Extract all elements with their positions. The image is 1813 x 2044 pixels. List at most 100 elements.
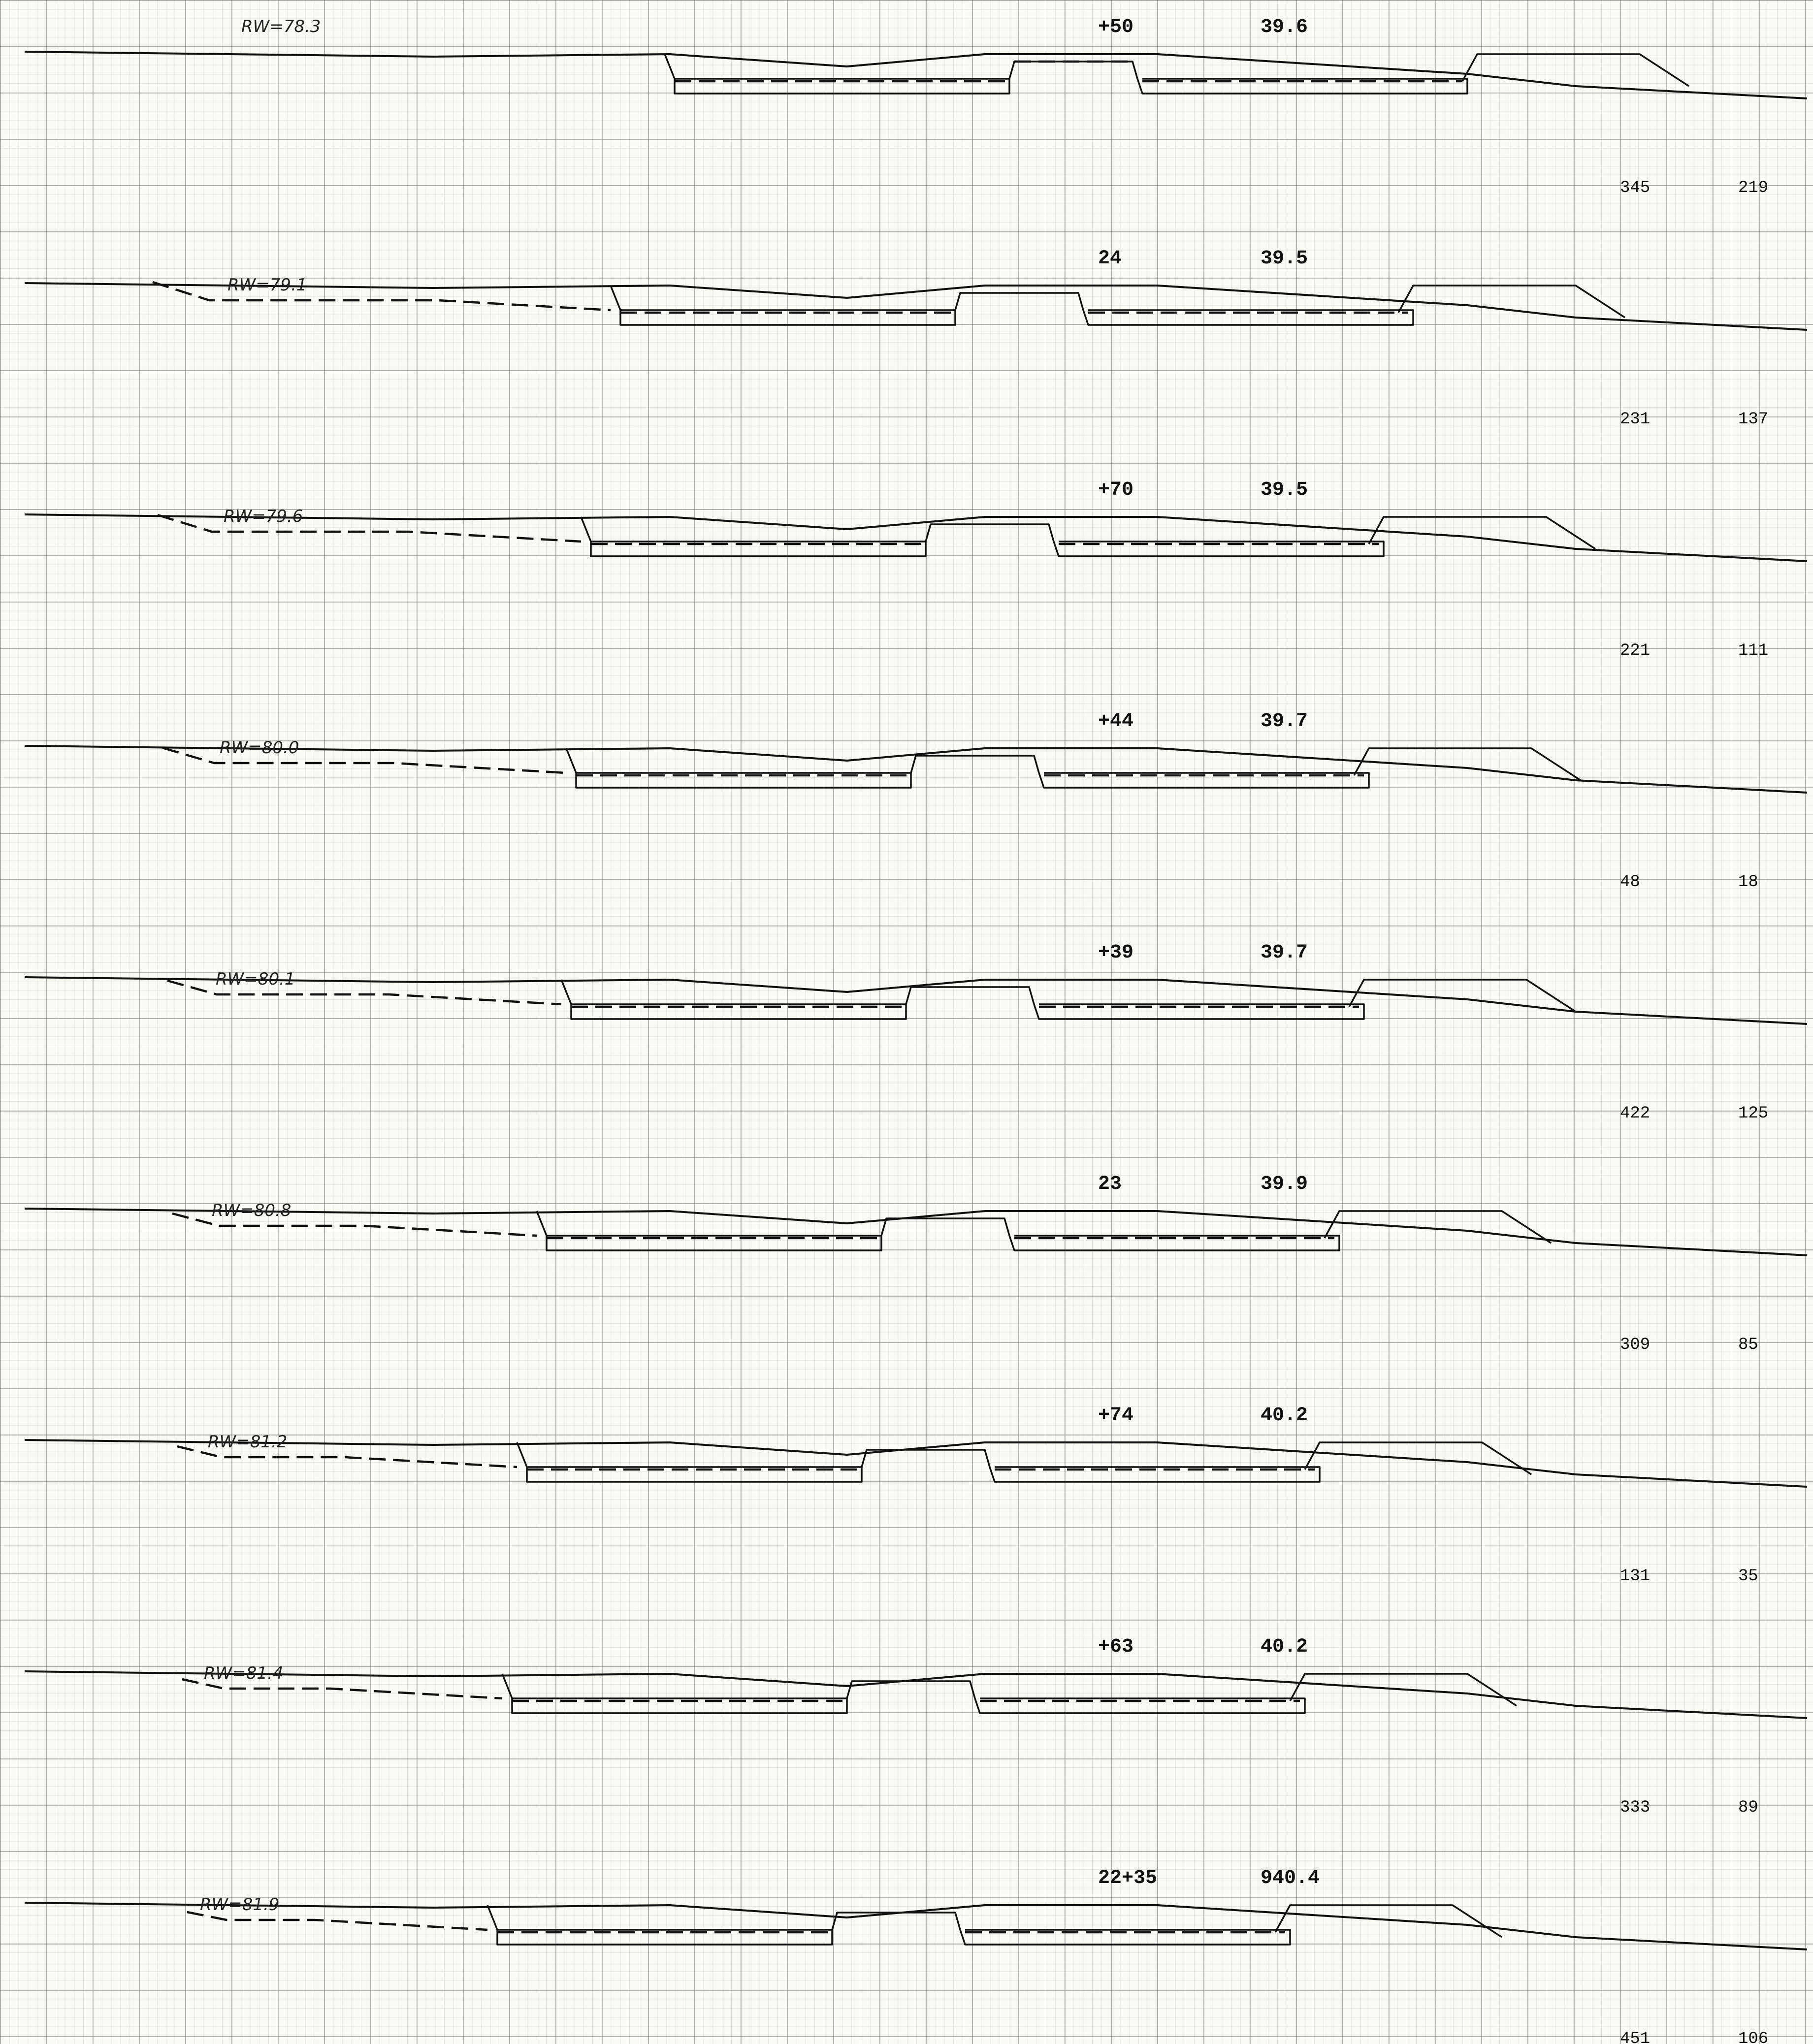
- median-template: [905, 986, 1035, 1005]
- quantity-cut: 309: [1620, 1336, 1650, 1354]
- quantity-cut: 345: [1620, 179, 1650, 197]
- cross-section-6: RW=80.8 23 39.9 309 85: [24, 1173, 1808, 1354]
- left-roadway-template: [560, 979, 907, 1020]
- right-roadway-template: [989, 1466, 1321, 1483]
- ground-line: [24, 513, 1808, 562]
- ground-line: [24, 1208, 1808, 1256]
- quantity-fill: 35: [1738, 1567, 1758, 1586]
- quantity-fill: 18: [1738, 873, 1758, 892]
- fill-slope: [1368, 516, 1596, 550]
- right-roadway-template: [959, 1929, 1291, 1946]
- right-of-way-label: RW=81.4: [204, 1663, 283, 1683]
- right-roadway-template: [1082, 309, 1414, 326]
- cross-section-5: RW=80.1 +39 39.7 422 125: [24, 942, 1808, 1123]
- cross-section-9: RW=81.9 22+35 940.4 451 106: [24, 1867, 1808, 2044]
- cross-section-2: RW=79.1 24 39.5 231 137: [24, 248, 1808, 429]
- left-roadway-template: [536, 1211, 882, 1251]
- existing-grade-shoulder: [157, 513, 582, 543]
- quantity-fill: 85: [1738, 1336, 1758, 1354]
- ground-line: [24, 1670, 1808, 1719]
- left-roadway-template: [565, 748, 912, 789]
- station-label: 23: [1098, 1173, 1122, 1195]
- left-roadway-template: [516, 1442, 863, 1483]
- left-roadway-template: [501, 1673, 848, 1714]
- station-label: +44: [1098, 710, 1133, 733]
- elevation-label: 39.5: [1261, 479, 1308, 501]
- median-template: [846, 1680, 976, 1699]
- left-roadway-template: [580, 516, 927, 557]
- cross-section-8: RW=81.4 +63 40.2 333 89: [24, 1636, 1808, 1817]
- right-of-way-label: RW=78.3: [241, 17, 321, 36]
- fill-slope: [1324, 1210, 1552, 1244]
- existing-grade-shoulder: [177, 1445, 518, 1469]
- quantity-cut: 231: [1620, 410, 1650, 429]
- quantity-fill: 106: [1738, 2030, 1768, 2044]
- cross-section-4: RW=80.0 +44 39.7 48 18: [24, 710, 1808, 892]
- median-template: [1008, 61, 1138, 79]
- ground-line: [24, 745, 1808, 794]
- ground-line: [24, 1439, 1808, 1488]
- elevation-label: 40.2: [1261, 1636, 1308, 1658]
- median-template: [910, 755, 1040, 773]
- station-label: +50: [1098, 16, 1133, 38]
- right-roadway-template: [1008, 1235, 1340, 1251]
- quantity-fill: 125: [1738, 1104, 1768, 1123]
- right-roadway-template: [1053, 541, 1385, 557]
- fill-slope: [1461, 53, 1689, 87]
- cross-section-1: RW=78.3 +50 39.6 345 219: [24, 16, 1808, 197]
- elevation-label: 39.5: [1261, 248, 1308, 270]
- cross-section-7: RW=81.2 +74 40.2 131 35: [24, 1405, 1808, 1586]
- fill-slope: [1289, 1673, 1517, 1707]
- median-template: [925, 523, 1055, 542]
- station-label: +70: [1098, 479, 1133, 501]
- elevation-label: 39.6: [1261, 16, 1308, 38]
- right-of-way-label: RW=80.1: [216, 969, 295, 989]
- fill-slope: [1274, 1904, 1502, 1938]
- median-template: [861, 1449, 991, 1468]
- elevation-label: 940.4: [1261, 1867, 1320, 1889]
- quantity-fill: 111: [1738, 641, 1768, 660]
- right-of-way-label: RW=79.6: [224, 507, 303, 526]
- right-of-way-label: RW=79.1: [227, 275, 307, 295]
- median-template: [880, 1217, 1010, 1236]
- right-roadway-template: [1038, 772, 1370, 789]
- existing-grade-shoulder: [167, 979, 562, 1006]
- left-roadway-template: [486, 1905, 833, 1946]
- quantity-cut: 48: [1620, 873, 1640, 892]
- station-label: +39: [1098, 942, 1133, 964]
- fill-slope: [1353, 747, 1581, 781]
- right-of-way-label: RW=80.8: [212, 1201, 291, 1220]
- existing-grade-shoulder: [187, 1911, 488, 1931]
- fill-slope: [1304, 1441, 1532, 1475]
- right-of-way-label: RW=81.9: [200, 1895, 279, 1915]
- quantity-fill: 137: [1738, 410, 1768, 429]
- left-roadway-template: [610, 285, 956, 326]
- right-roadway-template: [1033, 1003, 1365, 1020]
- station-label: +74: [1098, 1405, 1133, 1427]
- quantity-cut: 333: [1620, 1798, 1650, 1817]
- ground-line: [24, 1902, 1808, 1950]
- quantity-fill: 89: [1738, 1798, 1758, 1817]
- station-label: 24: [1098, 248, 1122, 270]
- quantity-cut: 221: [1620, 641, 1650, 660]
- elevation-label: 40.2: [1261, 1405, 1308, 1427]
- ground-line: [24, 976, 1808, 1025]
- left-roadway-template: [664, 54, 1010, 95]
- median-template: [831, 1912, 961, 1930]
- right-of-way-label: RW=81.2: [208, 1432, 287, 1452]
- right-of-way-label: RW=80.0: [220, 738, 299, 758]
- right-roadway-template: [974, 1697, 1306, 1714]
- fill-slope: [1348, 979, 1576, 1013]
- quantity-cut: 131: [1620, 1567, 1650, 1586]
- ground-line: [24, 282, 1808, 331]
- existing-grade-shoulder: [162, 746, 567, 774]
- quantity-fill: 219: [1738, 179, 1768, 197]
- elevation-label: 39.7: [1261, 710, 1308, 733]
- elevation-label: 39.9: [1261, 1173, 1308, 1195]
- right-roadway-template: [1136, 78, 1468, 95]
- existing-grade-shoulder: [172, 1212, 537, 1237]
- fill-slope: [1397, 285, 1625, 319]
- quantity-cut: 422: [1620, 1104, 1650, 1123]
